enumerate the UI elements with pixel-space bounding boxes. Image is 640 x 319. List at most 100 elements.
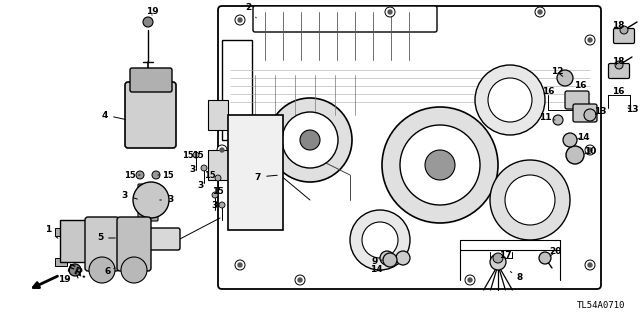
Circle shape	[217, 145, 227, 155]
Circle shape	[235, 15, 245, 25]
Text: 18: 18	[612, 21, 624, 31]
Circle shape	[143, 17, 153, 27]
Text: 9: 9	[372, 257, 382, 266]
Circle shape	[490, 160, 570, 240]
Text: 15: 15	[204, 170, 216, 180]
Text: 12: 12	[551, 68, 563, 77]
Circle shape	[300, 130, 320, 150]
Circle shape	[212, 192, 218, 198]
Circle shape	[585, 145, 595, 155]
Circle shape	[490, 254, 506, 270]
Circle shape	[588, 263, 592, 267]
FancyBboxPatch shape	[253, 6, 437, 32]
Circle shape	[400, 125, 480, 205]
Circle shape	[425, 150, 455, 180]
Circle shape	[566, 146, 584, 164]
Circle shape	[585, 260, 595, 270]
FancyBboxPatch shape	[228, 115, 283, 230]
FancyBboxPatch shape	[85, 217, 119, 271]
Circle shape	[584, 109, 596, 121]
Text: 3: 3	[211, 201, 217, 210]
Circle shape	[557, 70, 573, 86]
Circle shape	[620, 26, 628, 34]
Circle shape	[387, 257, 393, 263]
Text: 17: 17	[499, 250, 511, 259]
Circle shape	[468, 278, 472, 282]
FancyBboxPatch shape	[130, 68, 172, 92]
FancyBboxPatch shape	[222, 40, 252, 140]
Circle shape	[133, 182, 169, 218]
Circle shape	[553, 115, 563, 125]
Circle shape	[298, 278, 302, 282]
Circle shape	[268, 98, 352, 182]
Circle shape	[380, 251, 394, 265]
Text: 18: 18	[612, 57, 624, 66]
Circle shape	[465, 275, 475, 285]
Circle shape	[238, 18, 242, 22]
Circle shape	[89, 257, 115, 283]
Circle shape	[543, 256, 547, 261]
Circle shape	[383, 253, 397, 267]
Circle shape	[535, 7, 545, 17]
FancyBboxPatch shape	[125, 82, 176, 148]
Circle shape	[382, 107, 498, 223]
FancyBboxPatch shape	[117, 217, 151, 271]
Text: 15: 15	[124, 170, 140, 180]
Text: FR.: FR.	[65, 263, 88, 280]
Circle shape	[588, 38, 592, 42]
FancyBboxPatch shape	[60, 220, 88, 262]
Circle shape	[588, 148, 592, 152]
Circle shape	[350, 210, 410, 270]
Circle shape	[219, 202, 225, 208]
Text: 7: 7	[255, 173, 277, 182]
Text: 3: 3	[197, 181, 203, 189]
FancyBboxPatch shape	[573, 104, 597, 122]
Text: 15: 15	[212, 188, 224, 197]
FancyBboxPatch shape	[55, 228, 67, 236]
Circle shape	[563, 133, 577, 147]
Text: 16: 16	[612, 87, 624, 97]
Text: 6: 6	[105, 268, 115, 277]
FancyBboxPatch shape	[116, 228, 180, 250]
Circle shape	[385, 7, 395, 17]
Circle shape	[238, 263, 242, 267]
Circle shape	[152, 171, 160, 179]
Circle shape	[475, 65, 545, 135]
Text: 10: 10	[584, 147, 596, 157]
Circle shape	[384, 255, 390, 261]
Text: 3: 3	[160, 196, 173, 204]
Text: 19: 19	[146, 8, 158, 17]
Circle shape	[282, 112, 338, 168]
Circle shape	[193, 152, 199, 158]
FancyBboxPatch shape	[208, 100, 228, 130]
Circle shape	[400, 255, 406, 261]
Circle shape	[615, 61, 623, 69]
Text: 19: 19	[58, 276, 70, 285]
Circle shape	[539, 252, 551, 264]
Text: 1: 1	[45, 226, 58, 238]
Circle shape	[585, 35, 595, 45]
Text: 20: 20	[549, 248, 561, 256]
Circle shape	[136, 171, 144, 179]
FancyBboxPatch shape	[55, 258, 67, 266]
Circle shape	[396, 251, 410, 265]
Text: 2: 2	[245, 4, 256, 18]
Text: 11: 11	[539, 114, 555, 122]
Circle shape	[388, 10, 392, 14]
FancyBboxPatch shape	[609, 63, 630, 78]
FancyBboxPatch shape	[208, 150, 228, 180]
Text: 5: 5	[97, 234, 115, 242]
Circle shape	[538, 10, 542, 14]
Circle shape	[295, 275, 305, 285]
Text: 14: 14	[577, 132, 589, 142]
FancyBboxPatch shape	[614, 28, 634, 43]
Text: 14: 14	[370, 265, 382, 275]
Text: 16: 16	[541, 87, 554, 97]
Text: 8: 8	[510, 271, 523, 283]
Circle shape	[362, 222, 398, 258]
Circle shape	[493, 253, 503, 263]
Text: 4: 4	[102, 110, 125, 120]
Circle shape	[215, 175, 221, 181]
Circle shape	[571, 151, 579, 159]
Text: 16: 16	[573, 80, 586, 90]
